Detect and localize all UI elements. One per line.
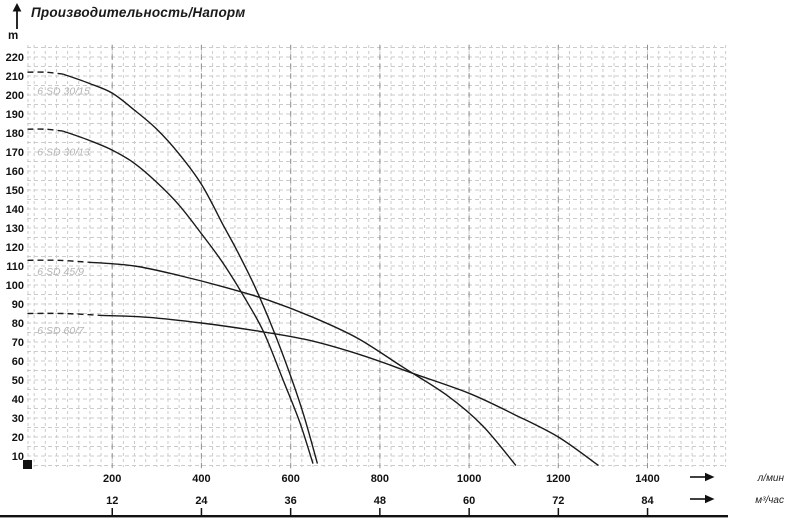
x-tick-label-m3h: 72	[552, 495, 564, 507]
x-tick-label-lmin: 1400	[635, 473, 659, 485]
x-tick-label-lmin: 600	[281, 473, 299, 485]
x-axis-m3h-tick-labels: 12 24 36 48 60 72 84	[106, 495, 654, 507]
curve-label-6-sd-30-15: 6 SD 30/15	[37, 86, 90, 98]
y-tick-label: 140	[6, 204, 24, 216]
curve-6-sd-60-7-solid-segment	[101, 314, 599, 467]
x-tick-label-lmin: 800	[371, 473, 389, 485]
y-tick-label: 160	[6, 166, 24, 178]
ruler-tick	[468, 508, 470, 516]
x-tick-label-lmin: 400	[192, 473, 210, 485]
curve-6-sd-60-7: 6 SD 60/7	[27, 312, 599, 467]
y-tick-label: 120	[6, 242, 24, 254]
ruler-tick	[646, 508, 649, 516]
ruler-tick	[200, 508, 203, 516]
x-axis-lmin-tick-labels: 200 400 600 800 1000 1200 1400	[103, 473, 660, 485]
curve-6-sd-45-9: 6 SD 45/9	[27, 259, 517, 466]
curve-6-sd-30-13-dashed-segment	[27, 128, 64, 132]
y-tick-label: 170	[6, 147, 24, 159]
x-axis-secondary-unit: м³/час	[690, 494, 793, 506]
x-tick-label-m3h: 60	[463, 495, 475, 507]
curve-6-sd-45-9-dashed-segment	[27, 259, 89, 263]
y-tick-label: 210	[6, 71, 24, 83]
chart-title: Производительность/Напорм	[31, 5, 246, 20]
y-tick-label: 200	[6, 90, 24, 102]
x-tick-label-lmin: 200	[103, 473, 121, 485]
m3h-unit-label: м³/час	[755, 494, 784, 506]
y-tick-label: 40	[12, 394, 24, 406]
y-tick-label: 150	[6, 185, 24, 197]
curve-6-sd-30-15-solid-segment	[62, 73, 319, 464]
y-tick-label: 50	[12, 375, 24, 387]
origin-marker	[23, 460, 32, 469]
y-tick-label: 30	[12, 413, 24, 425]
x-tick-label-m3h: 48	[374, 495, 386, 507]
y-tick-label: 180	[6, 128, 24, 140]
x-tick-label-lmin: 1200	[546, 473, 570, 485]
x-tick-label-lmin: 1000	[457, 473, 481, 485]
curve-6-sd-30-13: 6 SD 30/13	[27, 128, 314, 464]
y-axis-tick-labels: 220 210 200 190 180 170 160 150 140 130 120 110 100 9…	[6, 52, 24, 463]
ruler-tick	[557, 508, 560, 516]
ruler-tick	[111, 508, 113, 516]
lmin-unit-label: л/мин	[757, 472, 784, 484]
y-tick-label: 190	[6, 109, 24, 121]
x-axis-primary-unit: л/мин	[690, 472, 793, 484]
curve-6-sd-30-15-dashed-segment	[27, 71, 64, 75]
ruler-tick	[289, 508, 292, 516]
y-tick-label: 20	[12, 432, 24, 444]
curve-6-sd-45-9-solid-segment	[88, 261, 517, 466]
curve-6-sd-60-7-dashed-segment	[27, 312, 103, 317]
x-tick-label-m3h: 36	[285, 495, 297, 507]
y-tick-label: 70	[12, 337, 24, 349]
curve-6-sd-30-13-solid-segment	[62, 130, 314, 464]
grid	[27, 44, 727, 469]
x-tick-label-m3h: 24	[195, 495, 208, 507]
bottom-ruler	[0, 508, 728, 518]
y-tick-label: 220	[6, 52, 24, 64]
y-tick-label: 100	[6, 280, 24, 292]
y-tick-label: 130	[6, 223, 24, 235]
curve-label-6-sd-60-7: 6 SD 60/7	[37, 325, 85, 337]
y-axis-unit-label: m	[8, 30, 19, 42]
curve-label-6-sd-30-13: 6 SD 30/13	[37, 147, 90, 159]
curve-6-sd-30-15: 6 SD 30/15	[27, 71, 319, 464]
y-tick-label: 90	[12, 299, 24, 311]
y-tick-label: 60	[12, 356, 24, 368]
y-tick-label: 80	[12, 318, 24, 330]
ruler-tick	[379, 508, 381, 516]
y-tick-label: 10	[12, 451, 24, 463]
x-tick-label-m3h: 12	[106, 495, 118, 507]
x-tick-label-m3h: 84	[641, 495, 654, 507]
y-tick-label: 110	[6, 261, 24, 273]
curve-label-6-sd-45-9: 6 SD 45/9	[37, 266, 84, 278]
